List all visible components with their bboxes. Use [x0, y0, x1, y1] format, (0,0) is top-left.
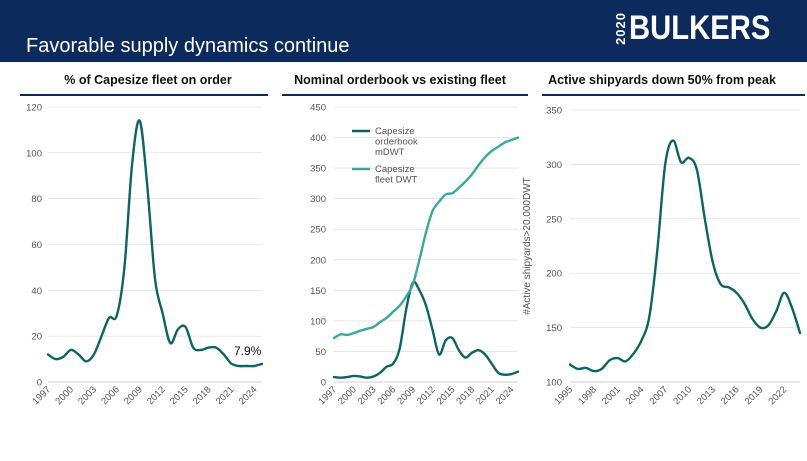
logo-name: BULKERS — [628, 8, 770, 47]
chart-2-legend-label-2: fleet DWT — [375, 175, 417, 186]
chart-2-ytick-label: 450 — [310, 103, 326, 114]
chart-1-ytick-label: 0 — [37, 378, 42, 389]
page-title: Favorable supply dynamics continue — [26, 35, 350, 57]
chart-1-series-1-line — [46, 119, 264, 368]
chart-3-xtick-label: 2001 — [600, 384, 623, 407]
chart-2-xtick-label: 2009 — [395, 384, 418, 407]
chart-2-xtick-label: 2003 — [356, 384, 379, 407]
chart-2-xtick-label: 2015 — [435, 384, 458, 407]
chart-3-xtick-label: 2019 — [743, 384, 766, 407]
company-logo: 2020 BULKERS — [612, 8, 793, 48]
chart-3-title: Active shipyards down 50% from peak — [548, 73, 776, 87]
chart-3-ytick-label: 200 — [546, 269, 562, 280]
chart-1-title: % of Capesize fleet on order — [64, 73, 232, 87]
chart-2-xtick-label: 2024 — [494, 384, 517, 407]
chart-3-xtick-label: 1998 — [576, 384, 599, 407]
chart-1-xtick-label: 2012 — [145, 384, 168, 407]
chart-2-ytick-label: 400 — [310, 133, 326, 144]
chart-2-legend-label-2: Capesize — [375, 164, 415, 175]
chart-2-ytick-label: 0 — [321, 378, 326, 389]
chart-1-xtick-label: 2003 — [76, 384, 99, 407]
chart-2-legend-label-1: orderbook — [375, 137, 418, 148]
chart-1-annotation: 7.9% — [234, 344, 262, 358]
chart-3-ytick-label: 350 — [546, 106, 562, 117]
chart-3-series-1-line — [568, 139, 802, 373]
chart-2-xtick-label: 2018 — [454, 384, 477, 407]
chart-1-ytick-label: 100 — [26, 148, 42, 159]
chart-2-ytick-label: 50 — [315, 347, 326, 358]
chart-3-ytick-label: 300 — [546, 160, 562, 171]
charts-area: % of Capesize fleet on order 0 20 40 60 80 100… — [20, 73, 805, 407]
chart-1-xtick-label: 2009 — [122, 384, 145, 407]
chart-2-ytick-label: 350 — [310, 164, 326, 175]
chart-3-ytick-label: 250 — [546, 214, 562, 225]
chart-2-ytick-label: 300 — [310, 194, 326, 205]
chart-1-ytick-label: 80 — [31, 194, 42, 205]
chart-3-xtick-label: 2004 — [624, 384, 647, 407]
chart-2-xtick-label: 2021 — [474, 384, 497, 407]
chart-2-ytick-label: 100 — [310, 316, 326, 327]
chart-2-xtick-label: 2006 — [376, 384, 399, 407]
chart-2-series-2-line — [332, 136, 520, 340]
chart-2-ytick-label: 250 — [310, 225, 326, 236]
chart-2-legend-label-1: Capesize — [375, 126, 415, 137]
chart-3-xtick-label: 2016 — [719, 384, 742, 407]
header-bar: Favorable supply dynamics continue 2020 … — [0, 0, 807, 62]
chart-1-ytick-label: 120 — [26, 103, 42, 114]
chart-3-y-axis-label: #Active shipyards>20.000DWT — [522, 177, 533, 315]
chart-3-xtick-label: 2022 — [767, 384, 790, 407]
chart-1-xtick-label: 2021 — [214, 384, 237, 407]
chart-2-ytick-label: 200 — [310, 255, 326, 266]
chart-2-series-1-line — [332, 280, 520, 379]
chart-1-xtick-label: 2015 — [168, 384, 191, 407]
chart-3-ytick-label: 100 — [546, 378, 562, 389]
chart-2-title: Nominal orderbook vs existing fleet — [294, 73, 507, 87]
chart-1-xtick-label: 1997 — [30, 384, 53, 407]
chart-1-xtick-label: 2024 — [237, 384, 260, 407]
chart-3-ytick-label: 150 — [546, 323, 562, 334]
chart-1-xtick-label: 2018 — [191, 384, 214, 407]
chart-1-ytick-label: 20 — [31, 332, 42, 343]
chart-3-xtick-label: 2010 — [671, 384, 694, 407]
chart-1-ytick-label: 60 — [31, 240, 42, 251]
chart-1-xtick-label: 2006 — [99, 384, 122, 407]
chart-2-xtick-label: 2000 — [336, 384, 359, 407]
chart-2-ytick-label: 150 — [310, 286, 326, 297]
chart-3-xtick-label: 2013 — [695, 384, 718, 407]
chart-1-xtick-label: 2000 — [53, 384, 76, 407]
chart-1-ytick-label: 40 — [31, 286, 42, 297]
logo-prefix: 2020 — [612, 11, 628, 45]
chart-3-xtick-label: 2007 — [648, 384, 671, 407]
chart-2-legend-label-1: mDWT — [375, 147, 405, 158]
chart-2-xtick-label: 2012 — [415, 384, 438, 407]
